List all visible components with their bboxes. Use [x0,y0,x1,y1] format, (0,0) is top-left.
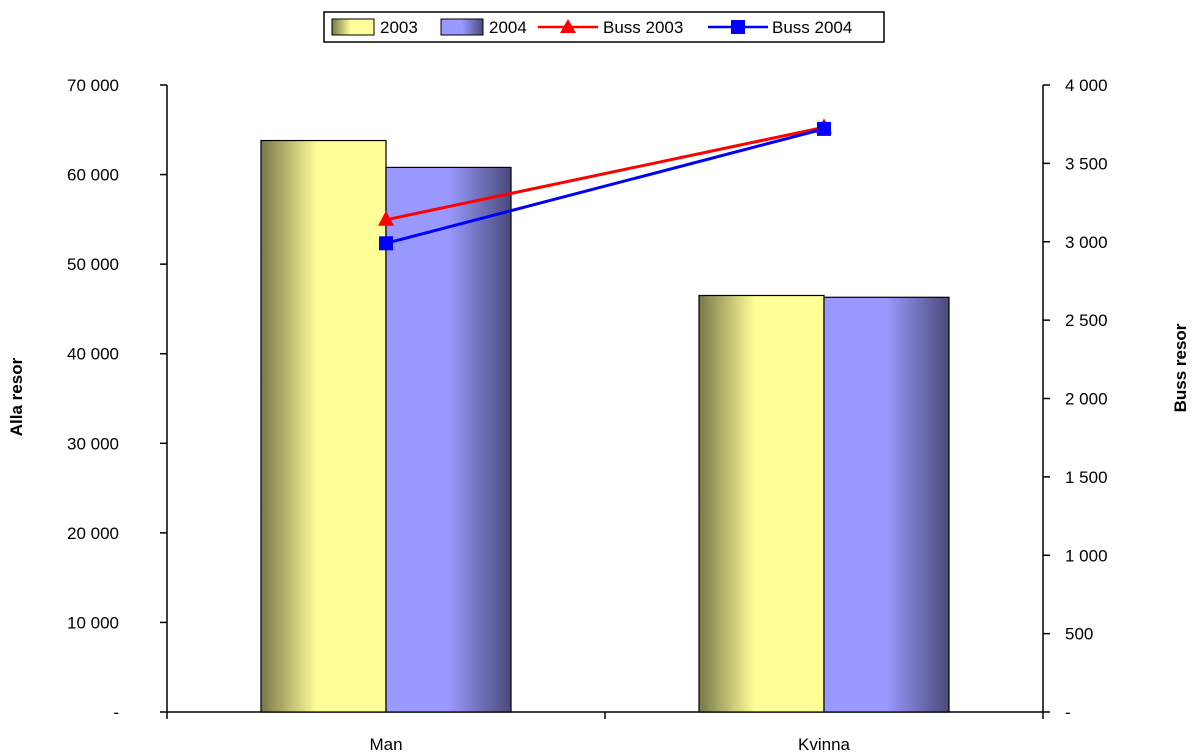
right-tick-label: 3 500 [1065,154,1108,173]
right-tick-label: 500 [1065,625,1093,644]
bars [260,139,950,713]
right-tick-label: 2 000 [1065,390,1108,409]
legend-label-buss-2004: Buss 2004 [772,18,852,37]
right-tick-label: 2 500 [1065,311,1108,330]
y-axis-title: Alla resor [7,357,26,436]
left-tick-label: 70 000 [67,76,119,95]
bar-2004-Man [385,166,512,713]
legend-item-2004: 2004 [440,18,527,37]
left-tick-label: 20 000 [67,524,119,543]
right-tick-label: 4 000 [1065,76,1108,95]
legend-label-2004: 2004 [489,18,527,37]
marker-Buss 2004 [817,121,831,136]
line-Buss 2004 [385,127,825,245]
category-label: Man [369,735,402,754]
y2-axis-title: Buss resor [1171,323,1190,412]
bar-2003-Man [260,139,387,713]
marker-Buss 2003 [378,210,394,226]
legend-item-buss-2004: Buss 2004 [708,18,852,37]
left-tick-label: 50 000 [67,255,119,274]
marker-Buss 2004 [379,236,393,251]
legend-label-2003: 2003 [380,18,418,37]
right-tick-label: - [1065,703,1071,722]
left-tick-label: - [113,703,119,722]
category-label: Kvinna [798,735,851,754]
left-tick-label: 10 000 [67,613,119,632]
left-tick-label: 30 000 [67,434,119,453]
right-tick-label: 1 000 [1065,546,1108,565]
right-tick-label: 3 000 [1065,233,1108,252]
category-labels: Man Kvinna [369,735,850,754]
legend: 2003 2004 Buss 2003 Buss 2004 [323,11,885,43]
bar-2004-Kvinna [823,296,950,713]
line-Buss 2003 [385,125,825,222]
lines [378,118,832,251]
left-axis-ticks: - 10 000 20 000 30 000 40 000 50 000 60 000 70 … [67,76,1044,722]
right-axis-ticks: - 500 1 000 1 500 2 000 2 500 3 000 3 500 4 000 [1043,76,1108,722]
legend-label-buss-2003: Buss 2003 [603,18,683,37]
bar-2003-Kvinna [698,294,825,713]
right-tick-label: 1 500 [1065,468,1108,487]
legend-item-buss-2003: Buss 2003 [538,18,683,37]
left-tick-label: 60 000 [67,166,119,185]
left-tick-label: 40 000 [67,345,119,364]
legend-item-2003: 2003 [331,18,418,37]
